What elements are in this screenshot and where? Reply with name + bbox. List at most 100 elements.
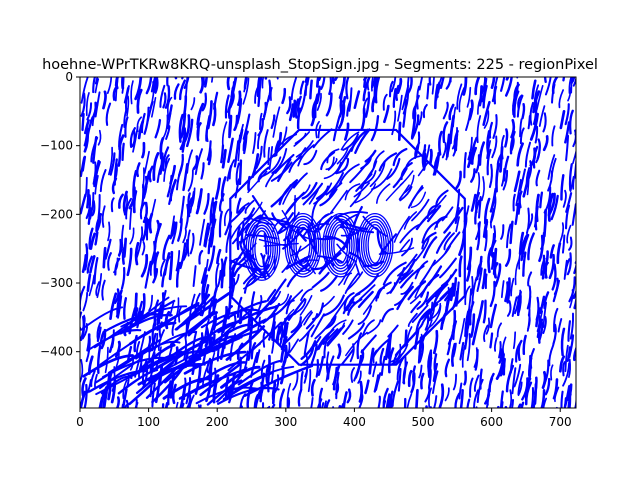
segment-contour: [493, 85, 498, 105]
segment-contour: [179, 112, 187, 139]
segment-contour: [136, 88, 143, 114]
segment-contour: [565, 192, 573, 213]
letter-contour-o: [333, 226, 349, 264]
segment-contour: [343, 292, 355, 311]
letter-contour-s: [247, 221, 276, 276]
segment-contour: [484, 229, 488, 252]
segment-contour: [562, 361, 566, 377]
segment-contour: [353, 90, 361, 110]
segment-contour: [524, 141, 532, 168]
segment-contour: [342, 391, 348, 408]
segment-contour: [554, 386, 560, 403]
segment-contour: [81, 377, 87, 397]
segment-contour: [466, 398, 471, 408]
segment-contour: [568, 358, 572, 378]
segment-contour: [423, 144, 431, 168]
segment-contour: [182, 239, 189, 261]
segment-contour: [364, 379, 370, 395]
segment-contour: [194, 148, 203, 176]
segment-contour: [214, 300, 267, 327]
segment-contour: [409, 285, 428, 305]
segment-contour: [192, 155, 199, 171]
segment-contour: [573, 290, 576, 310]
segment-contour: [86, 379, 92, 394]
segment-contour: [560, 327, 566, 357]
segment-contour: [580, 210, 583, 222]
segment-contour: [85, 194, 92, 220]
segment-contour: [141, 167, 145, 189]
segment-contour: [456, 83, 463, 110]
segment-contour: [86, 189, 90, 209]
segment-contour: [200, 267, 207, 284]
segment-contour: [243, 131, 248, 155]
segment-contour: [579, 295, 582, 308]
segment-contour: [527, 232, 535, 261]
segment-contour: [134, 77, 143, 101]
segment-contour: [575, 354, 576, 357]
segment-contour: [323, 400, 327, 408]
segment-contour: [325, 361, 329, 382]
segment-contour: [439, 77, 445, 90]
segment-contour: [185, 393, 192, 408]
segment-contour: [539, 191, 544, 209]
segment-contour: [206, 140, 212, 161]
segment-contour: [102, 313, 164, 334]
segment-contour: [345, 331, 368, 357]
segment-contour: [253, 393, 259, 408]
segment-contour: [521, 233, 529, 258]
segment-contour: [263, 233, 268, 255]
segment-contour: [469, 377, 474, 398]
segment-contour: [203, 222, 210, 247]
segment-contour: [336, 343, 342, 360]
segment-contour: [326, 324, 346, 347]
segment-contour: [426, 304, 442, 330]
segment-contour: [143, 217, 149, 235]
segment-contour: [573, 248, 576, 275]
segment-contour: [173, 83, 180, 100]
segment-contour: [201, 92, 207, 112]
segment-contour: [444, 387, 450, 402]
segment-contour: [519, 127, 525, 145]
segment-contour: [411, 304, 429, 323]
segment-contour: [579, 392, 584, 413]
segment-contour: [451, 342, 457, 367]
segment-contour: [569, 289, 574, 309]
segment-contour: [300, 370, 304, 390]
segment-contour: [80, 390, 87, 408]
letter-contour-p: [360, 218, 390, 273]
segment-contour: [309, 79, 313, 100]
segment-contour: [332, 406, 335, 408]
segment-contour: [370, 77, 374, 92]
segment-contour: [216, 366, 248, 403]
segment-contour: [209, 197, 215, 224]
segment-contour: [557, 318, 563, 333]
segment-contour: [204, 318, 210, 338]
segment-contour: [114, 340, 121, 358]
segment-contour: [458, 317, 466, 345]
segment-contour: [466, 333, 471, 362]
segment-contour: [517, 192, 521, 215]
segment-contour: [532, 90, 541, 114]
segment-contour: [476, 222, 481, 251]
segment-contour: [428, 368, 432, 387]
segment-contour: [572, 345, 576, 362]
letter-contour-s: [252, 227, 272, 270]
segment-contour: [510, 398, 515, 408]
segment-contour: [428, 148, 433, 165]
letter-contour-t: [293, 224, 313, 267]
segment-contour: [148, 212, 154, 234]
segment-contour: [314, 316, 336, 340]
segment-contour: [144, 260, 152, 289]
segment-contour: [308, 188, 320, 205]
segment-contour: [541, 250, 549, 275]
segment-contour: [409, 186, 424, 207]
segment-contour: [458, 87, 465, 113]
segment-contour: [233, 262, 246, 278]
segment-contour: [547, 192, 554, 222]
segment-contour: [199, 361, 247, 384]
letter-contour-t: [284, 213, 322, 278]
segment-contour: [153, 251, 160, 279]
segment-contour: [454, 392, 461, 408]
segment-contour: [199, 320, 243, 344]
segment-contour: [419, 319, 433, 340]
